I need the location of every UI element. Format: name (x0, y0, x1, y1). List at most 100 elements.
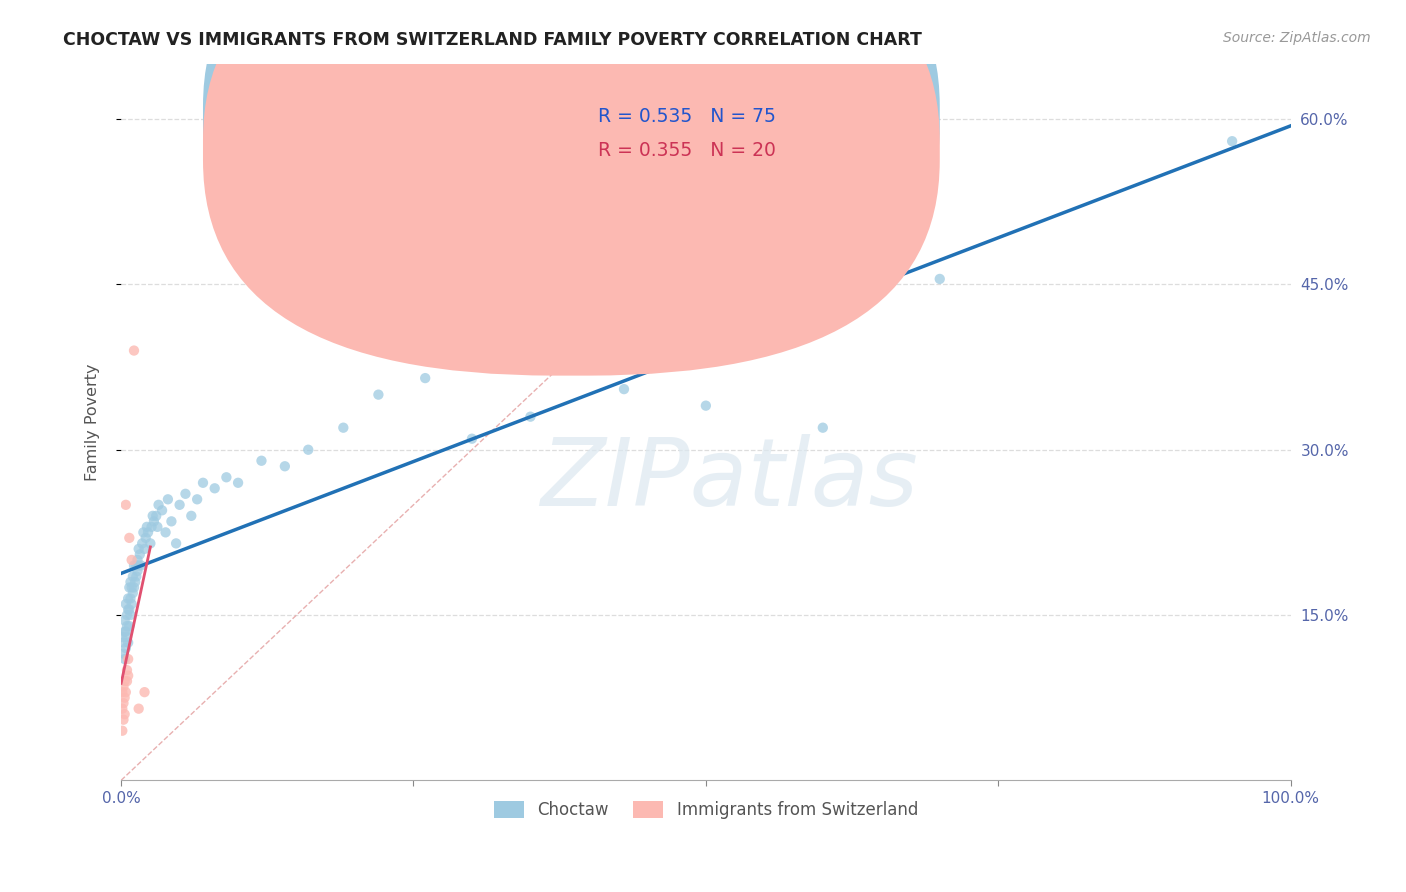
Point (111, 685, 134, 699)
Point (155, 525, 177, 540)
Point (122, 581, 145, 595)
Point (128, 558, 150, 573)
Point (112, 635, 135, 649)
Point (413, 371, 436, 385)
Point (114, 614, 136, 628)
Point (114, 652, 136, 666)
Point (114, 707, 136, 722)
Point (120, 591, 142, 606)
Point (160, 514, 183, 528)
Point (128, 548, 150, 562)
Point (297, 442, 319, 457)
Point (180, 508, 202, 523)
Point (111, 630, 134, 644)
FancyBboxPatch shape (202, 0, 939, 342)
Point (811, 420, 834, 434)
Point (118, 619, 141, 633)
Point (142, 514, 165, 528)
Point (165, 536, 187, 550)
Point (135, 531, 157, 545)
Text: R = 0.355   N = 20: R = 0.355 N = 20 (599, 141, 776, 160)
Point (226, 475, 249, 490)
Point (121, 581, 143, 595)
Point (115, 630, 138, 644)
Point (148, 498, 170, 512)
Point (112, 647, 135, 661)
Point (121, 569, 143, 583)
Point (112, 680, 135, 694)
Point (117, 591, 139, 606)
Text: CHOCTAW VS IMMIGRANTS FROM SWITZERLAND FAMILY POVERTY CORRELATION CHART: CHOCTAW VS IMMIGRANTS FROM SWITZERLAND F… (63, 31, 922, 49)
Point (928, 272, 950, 286)
Point (111, 723, 134, 738)
Point (250, 454, 273, 468)
Point (461, 432, 484, 446)
Point (139, 536, 162, 550)
Point (114, 498, 136, 512)
Point (114, 624, 136, 639)
Point (128, 541, 150, 556)
Point (127, 553, 149, 567)
Point (112, 696, 135, 710)
Text: Source: ZipAtlas.com: Source: ZipAtlas.com (1223, 31, 1371, 45)
Point (274, 459, 297, 474)
Y-axis label: Family Poverty: Family Poverty (86, 363, 100, 481)
Point (141, 520, 163, 534)
Point (121, 553, 143, 567)
Text: R = 0.535   N = 75: R = 0.535 N = 75 (599, 107, 776, 126)
Point (115, 663, 138, 677)
Point (145, 508, 167, 523)
Point (125, 569, 148, 583)
Point (142, 508, 165, 523)
Point (114, 597, 136, 611)
Point (695, 399, 717, 413)
Point (112, 713, 135, 727)
FancyBboxPatch shape (202, 0, 939, 376)
Point (114, 641, 136, 656)
Point (204, 481, 226, 495)
Point (134, 541, 156, 556)
Point (519, 409, 541, 424)
Point (174, 487, 197, 501)
Point (613, 382, 636, 396)
Point (118, 531, 141, 545)
Point (135, 520, 157, 534)
Point (129, 558, 152, 573)
Text: ZIPatlas: ZIPatlas (540, 434, 918, 525)
Point (115, 674, 138, 689)
Point (118, 581, 141, 595)
Point (118, 602, 141, 616)
Point (117, 635, 139, 649)
Point (122, 343, 145, 358)
Point (132, 525, 155, 540)
Point (156, 492, 179, 507)
Point (121, 586, 143, 600)
Point (125, 558, 148, 573)
Point (186, 492, 208, 507)
Legend: Choctaw, Immigrants from Switzerland: Choctaw, Immigrants from Switzerland (486, 794, 925, 826)
Point (115, 619, 138, 633)
Point (122, 558, 145, 573)
Point (191, 475, 214, 490)
Point (169, 498, 191, 512)
Point (120, 607, 142, 622)
Point (115, 607, 138, 622)
Point (124, 574, 146, 589)
Point (114, 624, 136, 639)
Point (150, 503, 173, 517)
Point (121, 597, 143, 611)
Point (131, 536, 153, 550)
FancyBboxPatch shape (530, 93, 835, 189)
Point (134, 685, 156, 699)
Point (117, 652, 139, 666)
Point (332, 420, 354, 434)
Point (120, 574, 142, 589)
Point (127, 564, 149, 578)
Point (117, 668, 139, 682)
Point (146, 520, 169, 534)
Point (1220, 134, 1243, 148)
Point (128, 701, 150, 715)
Point (215, 470, 238, 484)
Point (111, 701, 134, 715)
Point (114, 685, 136, 699)
